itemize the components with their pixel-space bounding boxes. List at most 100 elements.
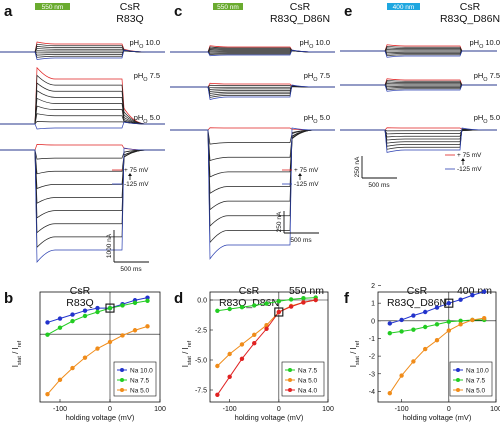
voltage-legend: + 75 mV -125 mV — [112, 167, 149, 188]
ph-subscript: O — [143, 77, 148, 83]
ph-text: pH — [474, 113, 484, 122]
stimulus-bar — [213, 3, 243, 10]
data-point — [239, 342, 245, 347]
panel-letter: a — [4, 3, 13, 20]
legend-marker — [288, 368, 292, 372]
legend-label: Na 7.5 — [130, 378, 150, 385]
data-point — [145, 324, 150, 329]
reference-marker — [105, 303, 115, 313]
ph-value: 7.5 — [320, 71, 330, 80]
legend-bottom-label: -125 mV — [457, 166, 482, 173]
scale-bar: 1000 nA 500 ms — [106, 230, 149, 273]
current-trace — [170, 49, 335, 57]
ph-text: pH — [134, 71, 144, 80]
data-point — [387, 330, 392, 336]
ph-text: pH — [304, 71, 314, 80]
x-tick-label: -100 — [53, 406, 67, 413]
x-tick-label: 0 — [277, 406, 281, 413]
chart-subtitle: R83Q — [66, 297, 93, 309]
stimulus-bar — [35, 3, 70, 10]
chart-wavelength: 400 nm — [457, 285, 492, 297]
x-tick-label: 100 — [154, 406, 166, 413]
trace-group-7.5 — [340, 78, 497, 92]
data-point — [458, 297, 463, 302]
trace-group-10.0 — [170, 45, 335, 57]
ph-subscript: O — [483, 77, 488, 83]
legend-label: Na 10.0 — [466, 368, 489, 375]
series-line — [389, 319, 485, 334]
legend-arrowhead — [298, 173, 302, 176]
y-tick-label: -1 — [369, 336, 375, 343]
series-na-10.0 — [387, 289, 487, 326]
legend-marker — [120, 388, 124, 392]
data-point — [387, 321, 392, 326]
chart-legend: Na 7.5 Na 5.0 Na 4.0 — [281, 361, 325, 397]
data-point — [470, 293, 475, 298]
y-tick-label: -5.0 — [195, 358, 207, 365]
scale-bar: 250 nA 500 ms — [276, 211, 319, 244]
ph-subscript: O — [309, 44, 314, 50]
data-point — [107, 339, 113, 345]
data-point — [387, 390, 392, 396]
data-point — [95, 309, 100, 315]
data-point — [215, 308, 220, 313]
data-point — [145, 298, 150, 303]
current-trace — [340, 84, 497, 92]
voltage-legend: + 75 mV -125 mV — [282, 167, 319, 188]
ph-label: pHO 5.0 — [474, 113, 500, 125]
data-point — [482, 315, 487, 321]
panel-title: CsR — [120, 1, 141, 13]
legend-top-label: + 75 mV — [294, 167, 319, 174]
data-point — [411, 327, 416, 332]
legend-marker — [288, 388, 292, 392]
plot-frame — [209, 291, 329, 403]
reference-marker — [444, 298, 454, 308]
ph-text: pH — [300, 38, 310, 47]
data-point — [301, 300, 306, 305]
series-na-4.0 — [215, 297, 318, 397]
data-point — [458, 322, 463, 327]
ph-label: pHO 5.0 — [304, 113, 330, 125]
panel-subtitle: R83Q_D86N — [270, 13, 330, 25]
stimulus-bar — [387, 3, 420, 10]
data-point — [399, 373, 404, 378]
data-point — [107, 305, 113, 311]
legend-arrowhead — [461, 158, 465, 161]
current-trace — [0, 149, 165, 234]
ph-value: 10.0 — [485, 38, 500, 47]
legend-label: Na 5.0 — [298, 378, 318, 385]
current-trace — [0, 149, 165, 249]
legend-label: Na 7.5 — [298, 368, 318, 375]
data-point — [215, 363, 220, 369]
ph-label: pHO 10.0 — [470, 38, 500, 50]
ph-subscript: O — [483, 119, 488, 125]
ph-subscript: O — [143, 119, 148, 125]
plot-frame — [377, 291, 497, 403]
panel-subtitle: R83Q — [116, 13, 143, 25]
plot-frame — [39, 291, 161, 403]
data-point — [120, 303, 125, 308]
trace-group-10.0 — [0, 41, 165, 60]
legend-marker — [288, 378, 292, 382]
data-point — [434, 322, 440, 327]
x-tick-label: 100 — [490, 406, 500, 413]
ph-value: 7.5 — [490, 71, 500, 80]
current-trace — [340, 127, 497, 153]
current-trace — [170, 82, 335, 88]
current-trace — [170, 129, 335, 227]
x-tick-label: 100 — [322, 406, 334, 413]
scale-time-label: 500 ms — [290, 237, 312, 244]
ph-text: pH — [474, 71, 484, 80]
y-tick-label: -3 — [369, 371, 375, 378]
current-trace — [340, 50, 497, 58]
data-point — [434, 338, 440, 343]
ph-label: pHO 7.5 — [304, 71, 330, 83]
ph-value: 10.0 — [315, 38, 330, 47]
chart-title: CsR — [407, 285, 428, 297]
legend-bottom-label: -125 mV — [124, 181, 149, 188]
series-na-5.0 — [45, 324, 150, 397]
stimulus-label: 550 nm — [42, 4, 64, 11]
